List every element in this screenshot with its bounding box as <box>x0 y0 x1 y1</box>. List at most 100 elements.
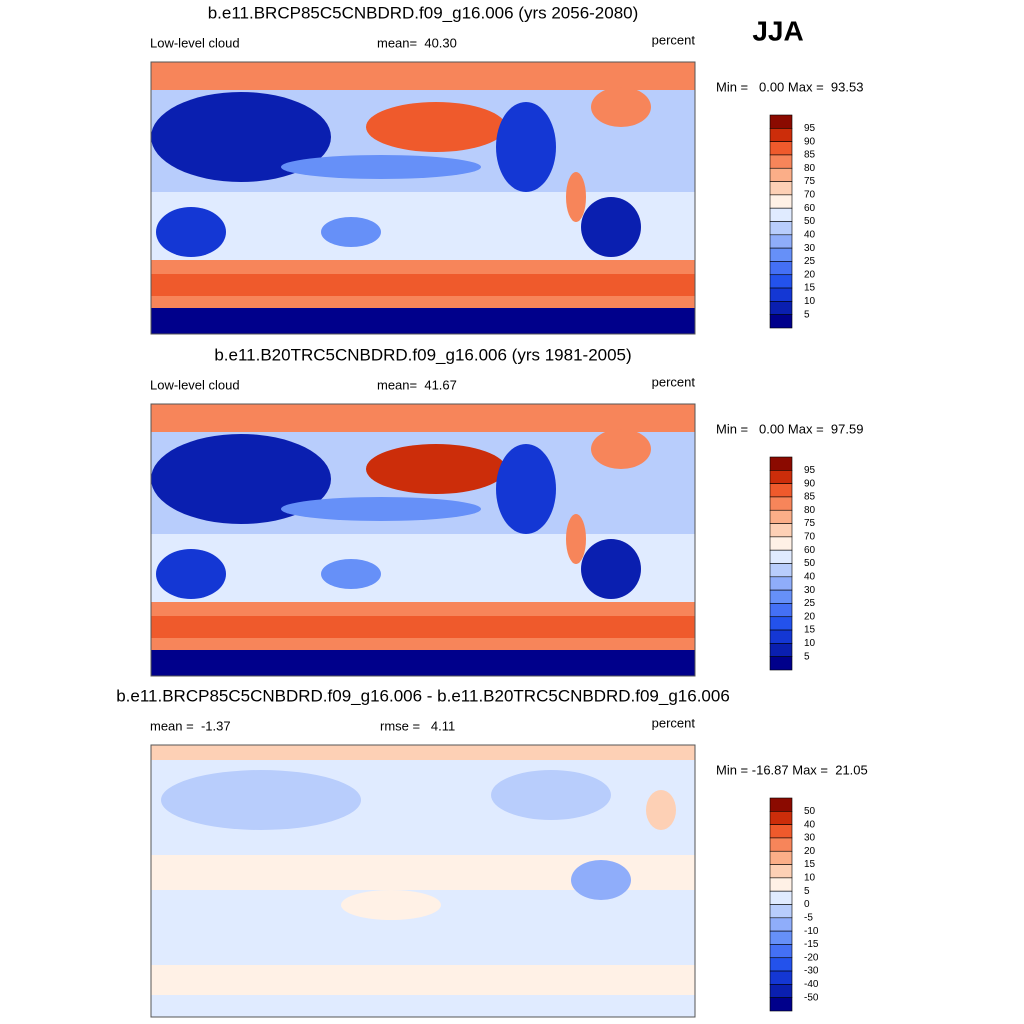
colorbar-label: 80 <box>804 163 816 174</box>
colorbar-box <box>769 656 793 671</box>
colorbar-label: 70 <box>804 190 816 201</box>
map-field <box>151 62 695 90</box>
map-field <box>281 155 481 179</box>
colorbar-label: 50 <box>804 806 816 817</box>
colorbar-box <box>769 837 793 852</box>
map-field <box>646 790 676 830</box>
map-field <box>566 514 586 564</box>
colorbar-label: -30 <box>804 966 819 977</box>
colorbar-label: 15 <box>804 859 816 870</box>
center-label: mean= 40.30 <box>377 35 457 50</box>
map-field <box>156 549 226 599</box>
left-label: Low-level cloud <box>150 35 240 50</box>
colorbar-label: 85 <box>804 492 816 503</box>
colorbar-label: -10 <box>804 926 819 937</box>
map-field <box>566 172 586 222</box>
center-label: rmse = 4.11 <box>380 718 455 733</box>
colorbar-label: -5 <box>804 912 813 923</box>
colorbar-label: 40 <box>804 229 816 240</box>
colorbar-box <box>769 167 793 182</box>
colorbar-box <box>769 944 793 959</box>
colorbar-box <box>769 589 793 604</box>
colorbar-label: 85 <box>804 150 816 161</box>
colorbar-box <box>769 509 793 524</box>
left-label: Low-level cloud <box>150 377 240 392</box>
map-field <box>591 87 651 127</box>
colorbar-box <box>769 301 793 315</box>
map-field <box>321 217 381 247</box>
units-label: percent <box>652 32 696 47</box>
colorbar-label: -40 <box>804 979 819 990</box>
map-field <box>366 102 506 152</box>
colorbar-box <box>769 181 793 196</box>
colorbar-label: 30 <box>804 243 816 254</box>
colorbar-label: 75 <box>804 518 816 529</box>
colorbar-box <box>769 997 793 1012</box>
center-label: mean= 41.67 <box>377 377 457 392</box>
colorbar-box <box>769 797 793 812</box>
colorbar-label: -20 <box>804 952 819 963</box>
range-label: Min = 0.00 Max = 97.59 <box>716 421 863 436</box>
colorbar-box <box>769 930 793 945</box>
colorbar-box <box>769 523 793 538</box>
colorbar-box <box>769 643 793 657</box>
colorbar-box <box>769 274 793 289</box>
colorbar-box <box>769 128 793 142</box>
colorbar-label: 50 <box>804 216 816 227</box>
colorbar-label: 20 <box>804 269 816 280</box>
colorbar-box <box>769 850 793 865</box>
colorbar-box <box>769 563 793 578</box>
colorbar-label: 30 <box>804 585 816 596</box>
colorbar-box <box>769 234 793 249</box>
colorbar-label: 5 <box>804 651 810 662</box>
colorbar-box <box>769 261 793 276</box>
colorbar-box <box>769 576 793 591</box>
colorbar-box <box>769 456 793 471</box>
colorbar-label: 70 <box>804 532 816 543</box>
map-field <box>281 497 481 521</box>
colorbar-label: 10 <box>804 296 816 307</box>
colorbar-label: 25 <box>804 256 816 267</box>
colorbar-box <box>769 877 793 892</box>
colorbar-box <box>769 957 793 972</box>
panel-title: b.e11.BRCP85C5CNBDRD.f09_g16.006 (yrs 20… <box>208 3 639 22</box>
colorbar-box <box>769 141 793 156</box>
colorbar-label: 0 <box>804 899 810 910</box>
map-frame <box>150 744 696 1018</box>
map-field <box>581 197 641 257</box>
colorbar-label: 15 <box>804 625 816 636</box>
units-label: percent <box>652 374 696 389</box>
map-field <box>341 890 441 920</box>
map-field <box>366 444 506 494</box>
colorbar-label: 95 <box>804 123 816 134</box>
colorbar-label: 60 <box>804 545 816 556</box>
colorbar-box <box>769 154 793 169</box>
colorbar-label: -50 <box>804 992 819 1003</box>
colorbar-box <box>769 536 793 551</box>
colorbar-box <box>769 904 793 919</box>
colorbar-box <box>769 864 793 879</box>
map <box>150 403 696 677</box>
colorbar-label: 10 <box>804 638 816 649</box>
colorbar-label: 40 <box>804 571 816 582</box>
colorbar-label: 80 <box>804 505 816 516</box>
colorbar-box <box>769 114 793 129</box>
colorbar-label: 90 <box>804 478 816 489</box>
colorbar-box <box>769 287 793 302</box>
colorbar-label: 50 <box>804 558 816 569</box>
colorbar-box <box>769 616 793 631</box>
map-frame <box>150 61 696 335</box>
map-field <box>161 770 361 830</box>
colorbar-box <box>769 194 793 209</box>
map-field <box>151 650 695 676</box>
season-label: JJA <box>752 15 803 46</box>
map-field <box>156 207 226 257</box>
colorbar-box <box>769 314 793 329</box>
map-field <box>496 102 556 192</box>
colorbar-label: 5 <box>804 886 810 897</box>
map-field <box>151 616 695 638</box>
colorbar-label: 75 <box>804 176 816 187</box>
colorbar-box <box>769 984 793 998</box>
map-field <box>151 965 695 995</box>
